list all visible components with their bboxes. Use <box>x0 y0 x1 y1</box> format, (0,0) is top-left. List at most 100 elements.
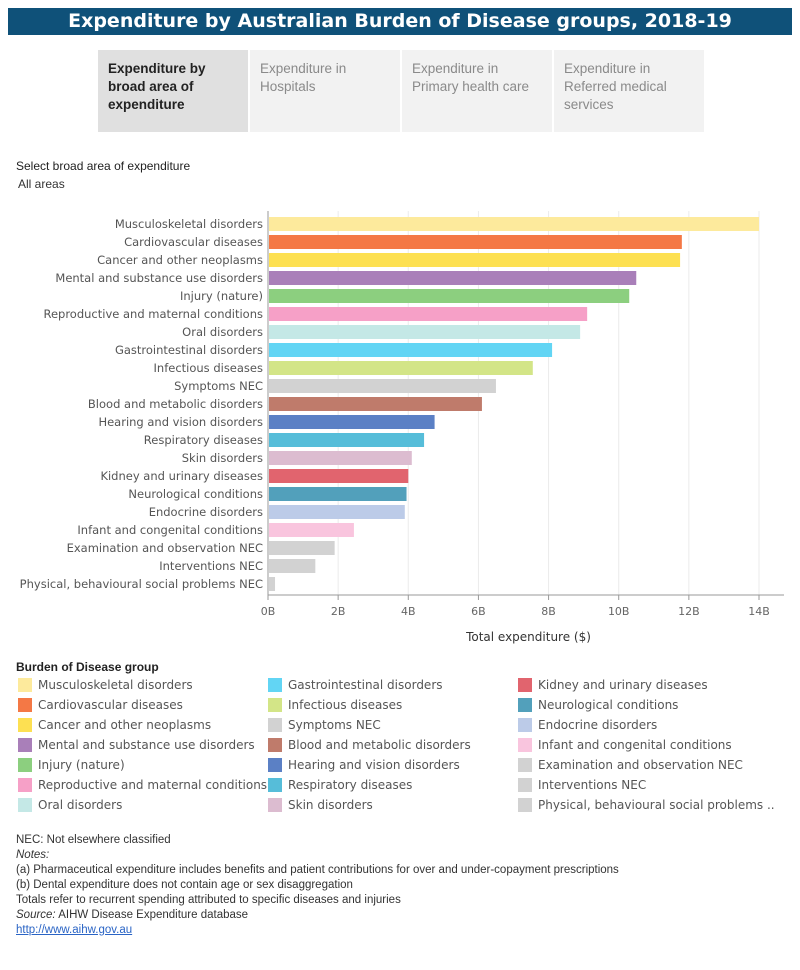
legend-swatch <box>18 698 32 712</box>
bar <box>269 541 335 555</box>
category-label: Respiratory diseases <box>144 433 263 447</box>
legend-swatch <box>18 738 32 752</box>
x-tick-label: 0B <box>261 605 276 618</box>
source-text: AIHW Disease Expenditure database <box>55 909 249 921</box>
bar-chart: 0B 2B 4B 6B 8B 10B 12B 14B Musculoskeletal disor… <box>20 211 784 644</box>
source-label: Source: <box>16 909 56 921</box>
legend-swatch <box>18 798 32 812</box>
category-label: Endocrine disorders <box>149 505 263 519</box>
bar <box>269 487 407 501</box>
category-label: Oral disorders <box>182 325 263 339</box>
bar <box>269 577 276 591</box>
area-filter-select[interactable]: All areas <box>18 177 65 191</box>
legend-label: Gastrointestinal disorders <box>288 678 443 692</box>
legend-label: Injury (nature) <box>38 758 125 772</box>
legend-label: Neurological conditions <box>538 698 679 712</box>
category-label: Neurological conditions <box>128 487 263 501</box>
category-label: Symptoms NEC <box>174 379 263 393</box>
bar <box>269 451 412 465</box>
bar <box>269 379 496 393</box>
bar <box>269 235 682 249</box>
bar <box>269 469 409 483</box>
bar <box>269 217 759 231</box>
bar <box>269 415 435 429</box>
category-label: Hearing and vision disorders <box>98 415 263 429</box>
legend-swatch <box>268 758 282 772</box>
x-tick-label: 6B <box>471 605 486 618</box>
legend-title: Burden of Disease group <box>16 660 159 674</box>
x-tick-label: 8B <box>541 605 556 618</box>
legend-label: Oral disorders <box>38 798 123 812</box>
legend-label: Reproductive and maternal conditions <box>38 778 268 792</box>
bar <box>269 559 316 573</box>
x-tick-label: 12B <box>678 605 700 618</box>
legend-swatch <box>18 778 32 792</box>
legend-label: Blood and metabolic disorders <box>288 738 471 752</box>
legend-swatch <box>18 718 32 732</box>
legend-label: Kidney and urinary diseases <box>538 678 708 692</box>
legend-label: Mental and substance use disorders <box>38 738 255 752</box>
legend-label: Infant and congenital conditions <box>538 738 732 752</box>
legend-swatch <box>518 678 532 692</box>
legend-swatch <box>518 758 532 772</box>
tab-referred-medical-services[interactable]: Expenditure in Referred medical services <box>554 50 704 132</box>
source-line: Source: AIHW Disease Expenditure databas… <box>16 908 619 923</box>
category-label: Reproductive and maternal conditions <box>43 307 263 321</box>
aihw-link[interactable]: http://www.aihw.gov.au <box>16 924 133 936</box>
bar <box>269 343 553 357</box>
legend-swatch <box>268 718 282 732</box>
legend-label: Hearing and vision disorders <box>288 758 460 772</box>
note-a: (a) Pharmaceutical expenditure includes … <box>16 864 619 876</box>
x-axis-title: Total expenditure ($) <box>465 630 591 644</box>
tab-primary-health-care[interactable]: Expenditure in Primary health care <box>402 50 552 132</box>
category-label: Cardiovascular diseases <box>124 235 263 249</box>
bar <box>269 361 533 375</box>
page-title: Expenditure by Australian Burden of Dise… <box>8 8 792 35</box>
legend-swatch <box>18 678 32 692</box>
category-label: Blood and metabolic disorders <box>88 397 263 411</box>
bar <box>269 433 425 447</box>
legend-label: Cardiovascular diseases <box>38 698 183 712</box>
bar <box>269 289 630 303</box>
legend-swatch <box>518 778 532 792</box>
legend-swatch <box>268 698 282 712</box>
legend-label: Musculoskeletal disorders <box>38 678 193 692</box>
legend-swatch <box>518 738 532 752</box>
category-label: Musculoskeletal disorders <box>115 217 263 231</box>
legend-label: Cancer and other neoplasms <box>38 718 212 732</box>
tab-broad-area[interactable]: Expenditure by broad area of expenditure <box>98 50 248 132</box>
x-tick-label: 4B <box>401 605 416 618</box>
x-tick-label: 14B <box>748 605 770 618</box>
x-tick-label: 2B <box>331 605 346 618</box>
bar <box>269 523 354 537</box>
legend-swatch <box>518 698 532 712</box>
bar <box>269 505 405 519</box>
category-label: Cancer and other neoplasms <box>97 253 263 267</box>
bar <box>269 253 681 267</box>
category-label: Examination and observation NEC <box>67 541 263 555</box>
note-b: (b) Dental expenditure does not contain … <box>16 879 353 891</box>
legend-swatch <box>518 798 532 812</box>
bar <box>269 307 588 321</box>
legend-label: Skin disorders <box>288 798 373 812</box>
legend: Musculoskeletal disorders Cardiovascular … <box>18 676 788 816</box>
category-label: Skin disorders <box>182 451 263 465</box>
bar <box>269 271 637 285</box>
category-label: Gastrointestinal disorders <box>115 343 263 357</box>
legend-label: Examination and observation NEC <box>538 758 743 772</box>
legend-swatch <box>268 798 282 812</box>
legend-swatch <box>268 778 282 792</box>
category-label: Kidney and urinary diseases <box>100 469 263 483</box>
notes: NEC: Not elsewhere classified Notes: (a)… <box>16 833 619 938</box>
legend-label: Interventions NEC <box>538 778 647 792</box>
legend-label: Physical, behavioural social problems .. <box>538 798 775 812</box>
tab-hospitals[interactable]: Expenditure in Hospitals <box>250 50 400 132</box>
category-label: Mental and substance use disorders <box>55 271 263 285</box>
legend-swatch <box>268 678 282 692</box>
nec-note: NEC: Not elsewhere classified <box>16 834 171 846</box>
bar <box>269 325 581 339</box>
legend-label: Symptoms NEC <box>288 718 381 732</box>
category-label: Injury (nature) <box>180 289 263 303</box>
legend-swatch <box>18 758 32 772</box>
notes-heading: Notes: <box>16 849 50 861</box>
